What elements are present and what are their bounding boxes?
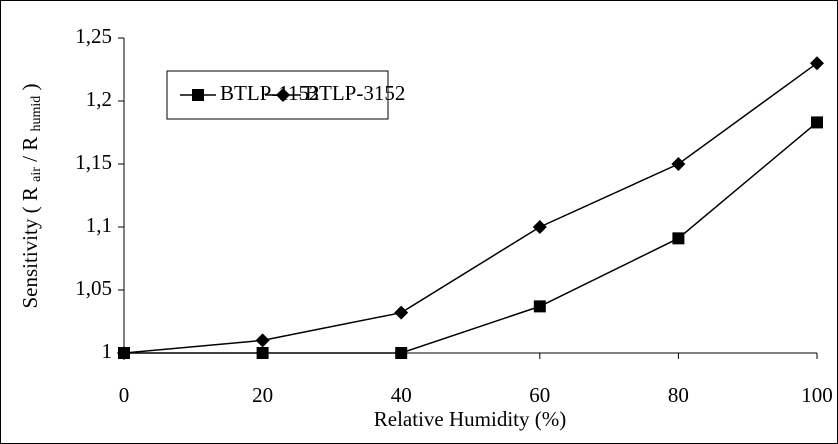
y-label-part: / R	[18, 137, 42, 162]
y-label-sub: air	[29, 167, 44, 182]
y-tick-label: 1,2	[86, 87, 112, 111]
marker-diamond	[671, 157, 686, 171]
y-label-part: Sensitivity ( R	[18, 187, 42, 308]
marker-diamond	[255, 333, 270, 348]
legend-label: BTLP-3152	[305, 81, 405, 105]
legend-marker	[192, 89, 204, 101]
x-tick-label: 100	[801, 383, 833, 407]
marker-square	[811, 116, 823, 129]
series-line	[124, 121, 818, 354]
series-line	[123, 62, 818, 354]
x-tick-label: 60	[529, 383, 550, 407]
y-label-part: )	[18, 84, 42, 91]
y-tick-label: 1,05	[75, 276, 112, 300]
legend-label: BTLP-1152	[220, 81, 320, 105]
y-tick-label: 1,15	[75, 150, 112, 174]
y-label-sub: humid	[29, 96, 44, 132]
marker-diamond	[532, 220, 547, 234]
y-tick-label: 1	[102, 339, 113, 363]
y-tick-label: 1,25	[75, 24, 112, 48]
x-tick-label: 0	[119, 383, 130, 407]
x-axis-label: Relative Humidity (%)	[374, 407, 566, 431]
marker-diamond	[117, 346, 131, 360]
marker-square	[533, 300, 546, 313]
legend-marker	[276, 88, 290, 102]
marker-square	[256, 347, 269, 359]
x-tick-label: 20	[252, 383, 273, 407]
x-tick-label: 40	[391, 383, 412, 407]
marker-diamond	[810, 56, 824, 71]
marker-square	[672, 232, 685, 245]
y-tick-label: 1,1	[86, 213, 112, 237]
marker-square	[395, 347, 408, 359]
y-axis-label: Sensitivity ( R air / R humid )	[18, 84, 47, 309]
x-tick-label: 80	[668, 383, 689, 407]
marker-diamond	[394, 305, 409, 320]
